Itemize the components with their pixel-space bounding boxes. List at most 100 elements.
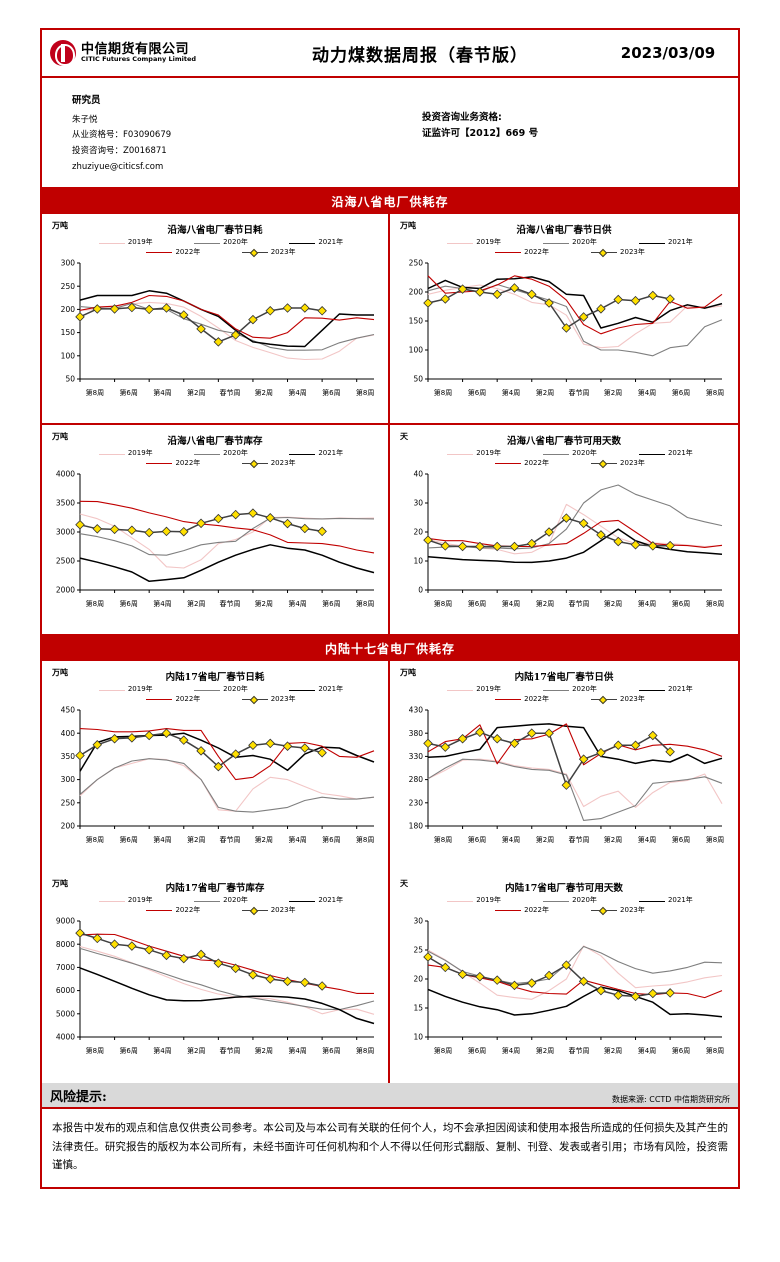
- legend-line-swatch: [447, 900, 474, 902]
- x-axis-tick-label: 春节周: [219, 835, 241, 844]
- svg-text:5000: 5000: [56, 1009, 75, 1018]
- x-axis-tick-label: 第6周: [119, 599, 138, 608]
- legend-label: 2022年: [175, 248, 201, 257]
- chart-unit-label: 天: [400, 432, 408, 442]
- data-source: 数据来源: CCTD 中信期货研究所: [612, 1095, 730, 1105]
- chart-plot-area: 50 100 150 200 250 300: [50, 259, 380, 389]
- chart-unit-label: 万吨: [400, 668, 416, 678]
- legend-label: 2020年: [223, 896, 248, 905]
- x-axis-tick-label: 第4周: [637, 599, 657, 608]
- x-axis-tick-label: 第8周: [433, 388, 453, 397]
- legend-item: 2020年: [522, 239, 618, 247]
- chart-cell: 万吨 沿海八省电厂春节库存 2019年 2020年 2021年 2022年 2023年 200…: [42, 425, 390, 637]
- legend-line-swatch: [447, 453, 474, 455]
- chart-plot-area: 200 250 300 350 400 450: [50, 706, 380, 836]
- x-axis-tick-label: 春节周: [568, 388, 590, 397]
- svg-text:100: 100: [61, 351, 76, 360]
- legend-line-swatch: [495, 699, 522, 701]
- legend-item: 2021年: [269, 450, 364, 458]
- chart-plot-area: 50 100 150 200 250: [398, 259, 730, 389]
- legend-item: 2021年: [618, 239, 714, 247]
- legend-line-swatch: [241, 460, 268, 469]
- x-axis-tick-label: 第4周: [288, 388, 307, 397]
- analyst-email[interactable]: zhuziyue@citicsf.com: [72, 161, 164, 172]
- chart-cell: 万吨 内陆17省电厂春节日供 2019年 2020年 2021年 2022年 2023年 18…: [390, 661, 738, 872]
- x-axis-tick-label: 春节周: [568, 835, 590, 844]
- legend-line-swatch: [289, 900, 316, 902]
- chart-x-axis-labels: 第8周 第6周 第4周 第2周 春节周 第2周 第4周 第6周 第8周: [48, 1046, 382, 1056]
- company-name-en: CITIC Futures Company Limited: [81, 55, 197, 64]
- legend-label: 2022年: [524, 248, 549, 257]
- x-axis-tick-label: 第6周: [467, 388, 487, 397]
- legend-line-swatch: [146, 699, 173, 701]
- chart-x-axis-labels: 第8周 第6周 第4周 第2周 春节周 第2周 第4周 第6周 第8周: [48, 599, 382, 609]
- legend-line-swatch: [495, 463, 522, 465]
- legend-line-swatch: [241, 696, 268, 705]
- x-axis-tick-label: 第6周: [119, 835, 138, 844]
- svg-text:200: 200: [409, 287, 424, 296]
- company-name-cn: 中信期货有限公司: [81, 41, 190, 57]
- chart-x-axis-labels: 第8周 第6周 第4周 第2周 春节周 第2周 第4周 第6周 第8周: [396, 388, 732, 398]
- legend-item: 2023年: [570, 906, 666, 916]
- legend-marker-diamond: [249, 249, 258, 258]
- legend-label: 2019年: [127, 685, 153, 694]
- legend-item: 2020年: [173, 686, 268, 694]
- chart-unit-label: 万吨: [400, 221, 416, 231]
- legend-marker-diamond: [249, 696, 258, 705]
- legend-line-swatch: [146, 463, 173, 465]
- svg-text:200: 200: [61, 821, 76, 830]
- legend-label: 2023年: [270, 695, 296, 704]
- x-axis-tick-label: 第8周: [433, 599, 453, 608]
- svg-text:30: 30: [413, 917, 423, 926]
- chart-legend: 2019年 2020年 2021年 2022年 2023年: [48, 684, 382, 705]
- legend-item: 2020年: [173, 239, 268, 247]
- legend-line-swatch: [638, 689, 665, 691]
- svg-text:230: 230: [409, 798, 424, 807]
- legend-line-swatch: [241, 249, 268, 258]
- svg-text:10: 10: [413, 1032, 423, 1041]
- legend-label: 2020年: [572, 449, 597, 458]
- svg-text:380: 380: [409, 729, 424, 738]
- legend-line-swatch: [591, 907, 618, 916]
- x-axis-tick-label: 第6周: [322, 1046, 341, 1055]
- legend-item: 2022年: [474, 248, 570, 257]
- legend-label: 2019年: [127, 896, 153, 905]
- x-axis-tick-label: 第6周: [671, 1046, 691, 1055]
- svg-text:4000: 4000: [56, 470, 75, 479]
- legend-line-swatch: [638, 900, 665, 902]
- legend-line-swatch: [289, 242, 316, 244]
- x-axis-tick-label: 第4周: [637, 835, 657, 844]
- legend-item: 2021年: [618, 450, 714, 458]
- x-axis-tick-label: 第6周: [467, 835, 487, 844]
- citic-logo-icon: [50, 40, 76, 66]
- x-axis-tick-label: 第4周: [153, 599, 172, 608]
- x-axis-tick-label: 第2周: [535, 835, 555, 844]
- legend-item: 2022年: [474, 459, 570, 468]
- analyst-name: 朱子悦: [72, 114, 98, 125]
- page-title: 动力煤数据周报（春节版）: [312, 45, 528, 66]
- svg-text:250: 250: [409, 259, 424, 268]
- legend-label: 2019年: [476, 238, 502, 247]
- legend-item: 2019年: [426, 897, 522, 905]
- x-axis-tick-label: 第2周: [603, 599, 623, 608]
- chart-title: 内陆17省电厂春节日耗: [165, 672, 265, 684]
- svg-text:2000: 2000: [56, 585, 75, 594]
- chart-legend: 2019年 2020年 2021年 2022年 2023年: [396, 684, 732, 705]
- report-frame: 中信期货有限公司 CITIC Futures Company Limited 动…: [40, 28, 740, 1189]
- svg-text:50: 50: [65, 374, 75, 383]
- svg-text:3000: 3000: [56, 527, 75, 536]
- analyst-info: 研究员 朱子悦 从业资格号：F03090679 投资咨询号：Z0016871 z…: [42, 92, 422, 175]
- svg-text:2500: 2500: [56, 556, 75, 565]
- x-axis-tick-label: 第2周: [187, 1046, 206, 1055]
- legend-item: 2023年: [221, 459, 316, 469]
- legend-item: 2021年: [618, 686, 714, 694]
- legend-label: 2020年: [223, 685, 248, 694]
- legend-marker-diamond: [598, 460, 608, 469]
- legend-line-swatch: [98, 242, 125, 244]
- legend-item: 2019年: [78, 450, 173, 458]
- legend-line-swatch: [98, 689, 125, 691]
- legend-line-swatch: [543, 242, 570, 244]
- disclaimer-text: 本报告中发布的观点和信息仅供责公司参考。本公司及与本公司有关联的任何个人，均不会…: [52, 1122, 728, 1172]
- x-axis-tick-label: 第6周: [671, 599, 691, 608]
- x-axis-tick-label: 第8周: [705, 599, 725, 608]
